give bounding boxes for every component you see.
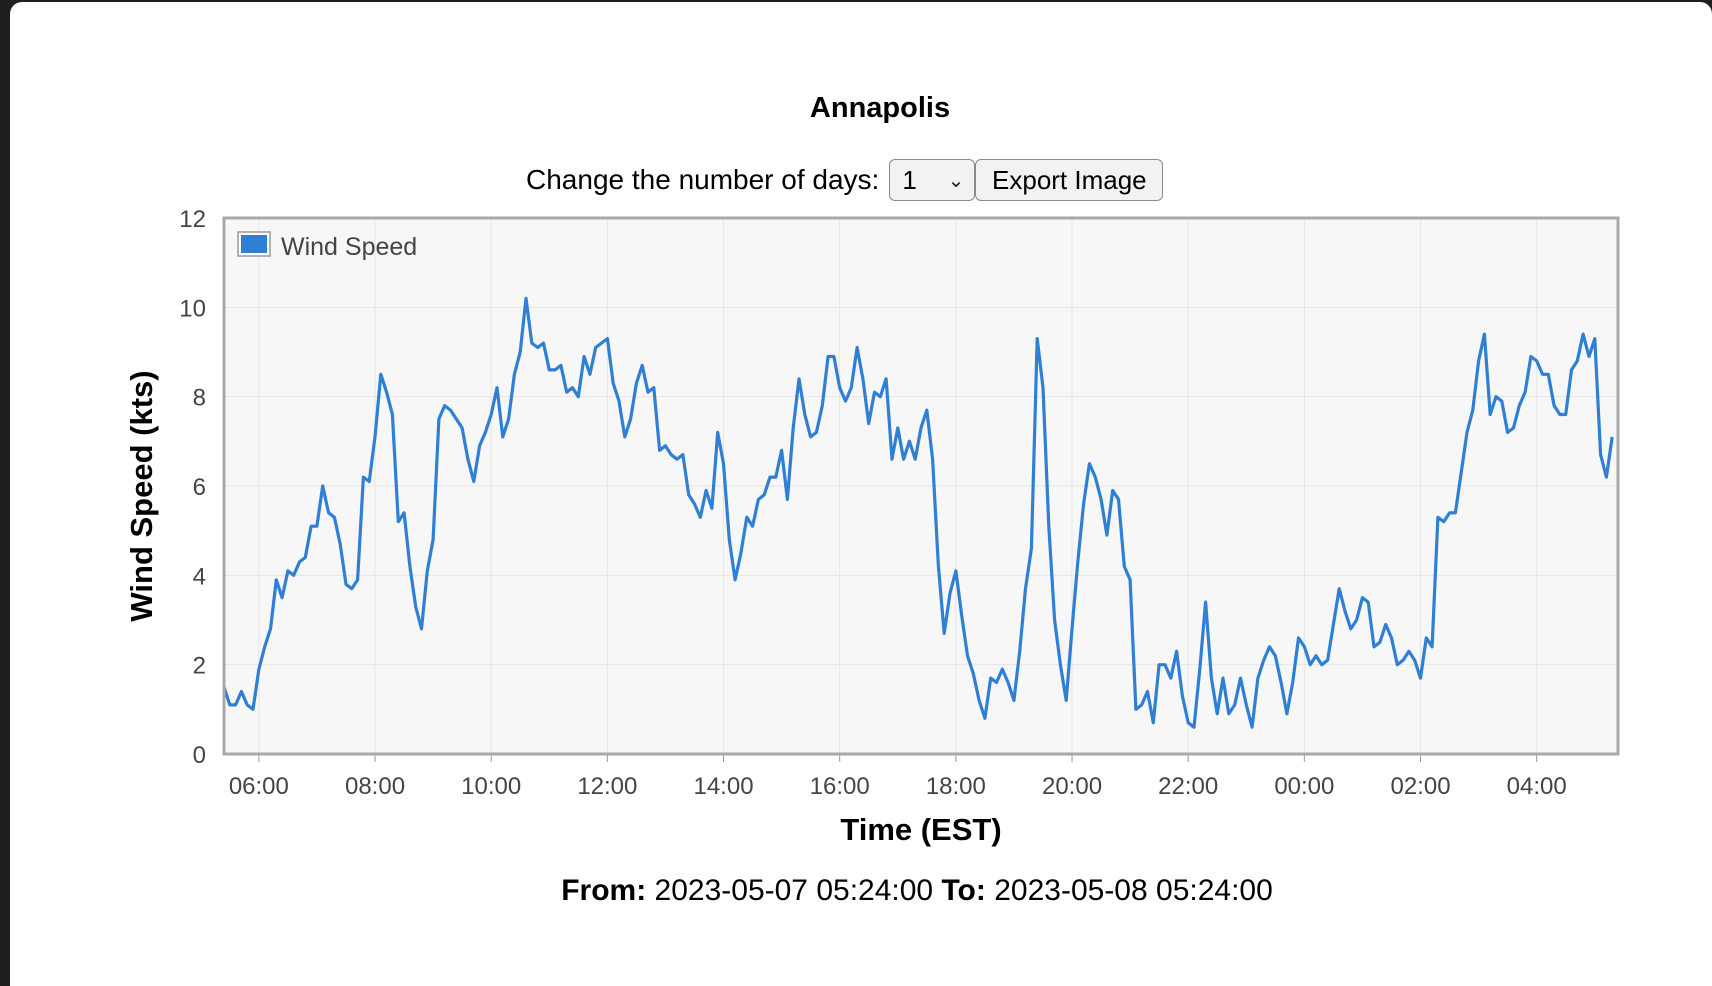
export-image-button[interactable]: Export Image: [975, 159, 1164, 201]
x-tick-label: 02:00: [1390, 773, 1450, 800]
x-tick-label: 12:00: [577, 773, 637, 800]
x-tick-label: 16:00: [810, 773, 870, 800]
x-tick-label: 08:00: [345, 773, 405, 800]
x-tick-label: 14:00: [693, 773, 753, 800]
y-tick-label: 2: [193, 653, 206, 680]
to-value: 2023-05-08 05:24:00: [994, 874, 1273, 907]
x-tick-label: 20:00: [1042, 773, 1102, 800]
y-tick-label: 10: [179, 295, 206, 322]
x-tick-label: 06:00: [229, 773, 289, 800]
y-axis-label: Wind Speed (kts): [124, 370, 159, 621]
page-title: Annapolis: [809, 92, 951, 124]
legend-swatch-wind-speed: [241, 235, 267, 253]
days-select[interactable]: 1 ⌄: [889, 159, 976, 201]
days-label: Change the number of days:: [526, 164, 880, 195]
chevron-down-icon: ⌄: [947, 169, 965, 192]
x-tick-label: 22:00: [1158, 773, 1218, 800]
series-line-wind-speed: [222, 296, 1614, 729]
x-tick-label: 18:00: [926, 773, 986, 800]
y-tick-label: 8: [193, 385, 206, 412]
x-tick-label: 00:00: [1274, 773, 1334, 800]
x-tick-label: 04:00: [1507, 773, 1567, 800]
controls-row: Change the number of days: 1 ⌄ Export Im…: [526, 158, 1164, 202]
y-tick-label: 6: [193, 474, 206, 501]
y-tick-label: 0: [193, 742, 206, 769]
to-label: To:: [941, 874, 986, 907]
days-select-value: 1: [902, 164, 917, 195]
plot-border: [222, 216, 1620, 756]
x-tick-label: 10:00: [461, 773, 521, 800]
y-tick-label: 4: [193, 563, 206, 590]
x-axis-label: Time (EST): [840, 812, 1001, 847]
y-tick-label: 12: [179, 206, 206, 233]
from-value: 2023-05-07 05:24:00: [654, 874, 934, 907]
date-range: From: 2023-05-07 05:24:00 To: 2023-05-08…: [0, 874, 1712, 908]
from-label: From:: [561, 874, 647, 907]
legend-label-wind-speed: Wind Speed: [281, 233, 417, 261]
